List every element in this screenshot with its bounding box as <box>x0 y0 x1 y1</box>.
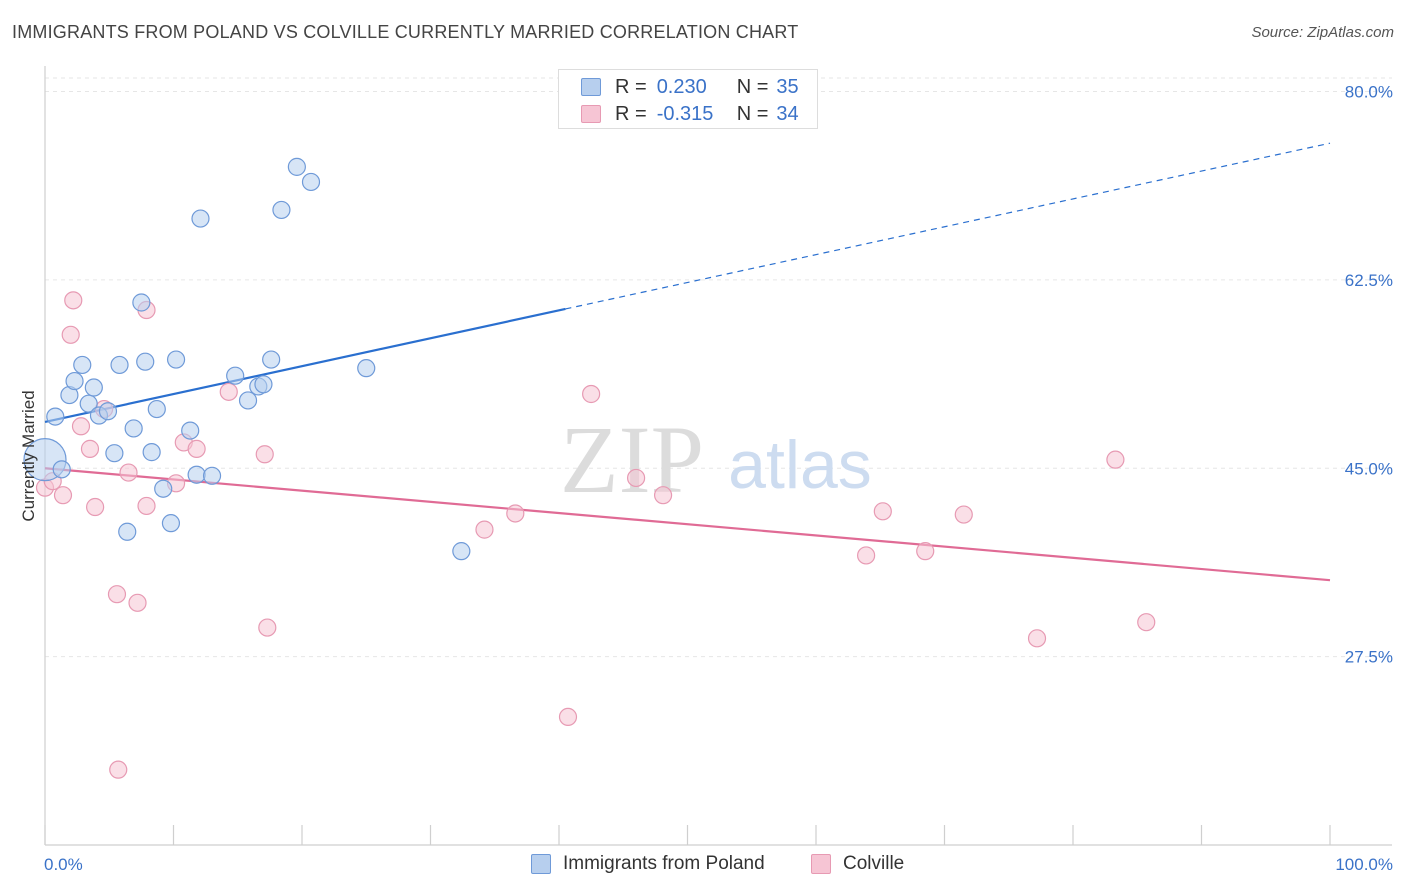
data-point-poland <box>110 355 129 375</box>
legend-r-label: R = <box>615 75 647 98</box>
data-point-poland <box>98 402 118 421</box>
data-point-poland <box>254 375 273 394</box>
data-point-colville <box>916 542 935 561</box>
data-point-poland <box>272 200 291 220</box>
data-point-poland <box>124 419 143 438</box>
bottom-legend-label: Colville <box>843 853 905 874</box>
y-tick-label: 80.0% <box>1345 83 1393 102</box>
data-point-poland <box>202 466 222 485</box>
legend-swatch-pink <box>581 105 601 123</box>
data-point-poland <box>161 514 181 533</box>
data-point-colville <box>626 468 646 488</box>
x-tick-label: 100.0% <box>1335 855 1393 874</box>
data-point-colville <box>1137 613 1156 632</box>
data-point-colville <box>219 382 238 401</box>
data-point-poland <box>262 350 281 369</box>
bottom-legend-label: Immigrants from Poland <box>563 853 765 874</box>
data-point-poland <box>132 293 151 312</box>
trend-line-colville <box>44 467 1331 582</box>
data-point-poland <box>238 391 258 410</box>
bottom-legend-poland: Immigrants from Poland <box>531 852 765 876</box>
legend-n-label: N = <box>736 75 769 98</box>
data-point-colville <box>86 497 105 517</box>
trend-line-poland <box>44 307 566 424</box>
data-point-colville <box>61 325 80 344</box>
data-point-poland <box>452 542 471 561</box>
data-point-poland <box>357 359 376 378</box>
data-point-colville <box>64 291 83 310</box>
data-point-colville <box>954 505 973 524</box>
legend-swatch-blue <box>581 78 601 96</box>
data-point-colville <box>128 593 147 612</box>
data-point-colville <box>107 585 127 604</box>
axes <box>44 66 1392 846</box>
watermark: ZIP atlas <box>560 406 872 513</box>
legend-row-poland: R = 0.230 N = 35 <box>581 74 799 100</box>
legend-row-colville: R = -0.315 N = 34 <box>581 101 799 127</box>
data-point-colville <box>653 486 673 505</box>
data-point-colville <box>1106 450 1125 469</box>
source-label: Source: ZipAtlas.com <box>1251 24 1394 41</box>
axis-labels: 27.5% 45.0% 62.5% 80.0% 0.0% 100.0% <box>44 83 1393 874</box>
data-point-colville <box>109 760 128 779</box>
chart-title: IMMIGRANTS FROM POLAND VS COLVILLE CURRE… <box>12 22 799 42</box>
data-point-poland <box>147 399 166 419</box>
data-point-colville <box>53 486 73 505</box>
data-points <box>23 157 1156 779</box>
data-point-colville <box>558 707 578 727</box>
trend-line-poland-projection <box>565 142 1331 310</box>
y-tick-label: 45.0% <box>1345 459 1393 478</box>
data-point-colville <box>258 618 277 637</box>
bottom-legend-colville: Colville <box>811 852 904 876</box>
data-point-colville <box>71 417 91 436</box>
data-point-poland <box>136 352 155 371</box>
data-point-colville <box>582 384 601 404</box>
legend-r-value: 0.230 <box>656 75 707 98</box>
data-point-poland <box>191 209 210 228</box>
legend-r-value: -0.315 <box>656 102 714 125</box>
y-tick-label: 27.5% <box>1345 648 1393 667</box>
data-point-colville <box>475 520 494 539</box>
data-point-poland <box>46 407 65 426</box>
bottom-legend-swatch-pink <box>811 854 831 874</box>
grid-lines <box>45 77 1392 658</box>
data-point-poland <box>79 394 98 413</box>
data-point-colville <box>506 504 525 523</box>
data-point-poland <box>287 157 306 176</box>
data-point-colville <box>1027 629 1047 648</box>
data-point-colville <box>119 463 138 482</box>
data-point-poland <box>154 479 173 498</box>
data-point-colville <box>187 439 206 458</box>
data-point-poland <box>73 355 92 375</box>
legend-n-value: 35 <box>776 75 799 98</box>
y-tick-label: 62.5% <box>1345 271 1393 290</box>
watermark-atlas: atlas <box>728 427 872 503</box>
data-point-colville <box>255 445 274 464</box>
trend-lines <box>44 142 1331 582</box>
data-point-poland <box>187 465 206 484</box>
data-point-poland <box>142 443 161 462</box>
data-point-colville <box>137 496 156 516</box>
data-point-poland <box>52 460 71 479</box>
x-tick-label: 0.0% <box>44 855 83 874</box>
legend-r-label: R = <box>615 102 647 125</box>
legend-n-label: N = <box>736 102 769 125</box>
data-point-poland <box>226 366 245 385</box>
bottom-legend-swatch-blue <box>531 854 551 874</box>
data-point-colville <box>857 546 876 565</box>
data-point-poland <box>118 522 137 541</box>
data-point-poland <box>105 444 124 463</box>
data-point-colville <box>873 502 892 521</box>
data-point-poland <box>181 421 200 440</box>
legend-n-value: 34 <box>776 102 799 125</box>
data-point-colville <box>80 439 100 458</box>
correlation-legend: R = 0.230 N = 35 R = -0.315 N = 34 <box>558 69 818 129</box>
data-point-poland <box>65 371 84 391</box>
data-point-poland <box>166 350 186 369</box>
data-point-poland <box>301 172 321 192</box>
data-point-poland <box>84 378 103 397</box>
watermark-zip: ZIP <box>560 406 704 513</box>
y-axis-title: Currently Married <box>19 390 38 521</box>
